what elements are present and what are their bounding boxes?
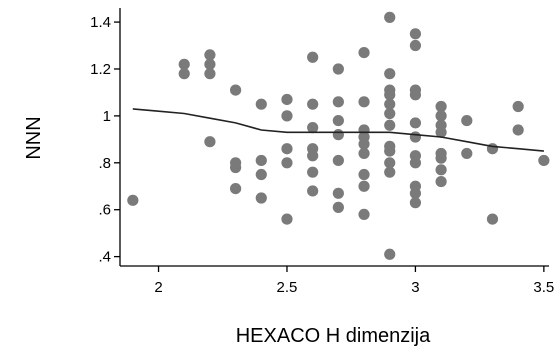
y-tick-label: 1.2 xyxy=(90,61,111,78)
data-point xyxy=(409,197,422,209)
data-point xyxy=(409,187,422,199)
data-point xyxy=(461,147,473,160)
data-point xyxy=(281,110,293,122)
data-point xyxy=(332,63,344,75)
data-point xyxy=(229,183,242,195)
data-point xyxy=(332,129,344,141)
data-point xyxy=(461,114,473,127)
data-point xyxy=(307,166,319,178)
data-point xyxy=(358,168,370,181)
data-point xyxy=(307,122,319,134)
x-tick-label: 3 xyxy=(411,279,419,296)
data-point xyxy=(204,136,216,148)
data-point xyxy=(307,98,319,110)
data-point xyxy=(281,213,293,225)
data-point xyxy=(255,98,267,110)
data-point xyxy=(435,164,447,176)
data-point xyxy=(409,117,422,129)
data-point xyxy=(486,213,499,225)
data-point xyxy=(332,187,344,199)
data-point xyxy=(307,51,319,63)
data-point xyxy=(435,126,447,138)
data-point xyxy=(178,58,190,70)
data-point xyxy=(204,49,216,61)
data-point xyxy=(332,154,344,167)
data-point xyxy=(384,98,396,110)
data-point xyxy=(255,154,267,167)
data-point xyxy=(486,143,499,155)
data-point xyxy=(538,154,550,167)
data-point xyxy=(229,161,242,174)
data-point xyxy=(384,157,396,169)
data-point xyxy=(204,68,216,80)
x-axis-title: HEXACO H dimenzija xyxy=(236,325,431,347)
data-point xyxy=(281,143,293,155)
data-point xyxy=(204,58,216,70)
data-point xyxy=(384,145,396,157)
data-point xyxy=(307,185,319,197)
x-tick-label: 3.5 xyxy=(533,279,554,296)
data-point xyxy=(281,93,293,106)
data-point xyxy=(332,114,344,127)
data-point xyxy=(384,119,396,131)
data-point xyxy=(358,96,370,108)
data-point xyxy=(307,150,319,162)
y-tick-label: 1.4 xyxy=(90,14,111,31)
data-point xyxy=(255,168,267,181)
axes: .4 .6 .8 1 1.2 1.4 2 2.5 3 3.5 xyxy=(90,8,554,296)
plot-marks xyxy=(127,11,550,260)
data-point xyxy=(358,147,370,160)
data-point xyxy=(409,28,422,40)
data-point xyxy=(384,11,396,23)
data-point xyxy=(229,84,242,96)
x-tick-label: 2 xyxy=(154,279,162,296)
y-tick-label: 1 xyxy=(103,108,111,125)
data-point xyxy=(332,96,344,108)
data-point xyxy=(384,68,396,80)
data-point xyxy=(178,68,190,80)
data-point xyxy=(358,208,370,220)
data-point xyxy=(435,175,447,188)
data-point xyxy=(409,131,422,143)
y-tick-label: .4 xyxy=(98,249,111,266)
data-point xyxy=(358,138,370,150)
data-point xyxy=(384,89,396,101)
data-point xyxy=(332,201,344,213)
data-point xyxy=(512,124,524,136)
data-point xyxy=(384,166,396,178)
data-point xyxy=(384,107,396,120)
data-point xyxy=(358,180,370,192)
x-tick-label: 2.5 xyxy=(277,279,298,296)
data-point xyxy=(435,110,447,122)
data-point xyxy=(435,152,447,164)
data-point xyxy=(281,157,293,169)
data-point xyxy=(409,89,422,101)
y-tick-label: .8 xyxy=(98,155,111,172)
data-point xyxy=(435,100,447,113)
data-point xyxy=(512,100,524,113)
y-axis-title: NNN xyxy=(23,116,45,159)
data-point xyxy=(409,39,422,52)
smoothed-fit-line xyxy=(132,108,544,152)
data-point xyxy=(255,192,267,204)
data-point xyxy=(409,157,422,169)
data-point xyxy=(384,248,396,260)
data-point xyxy=(358,46,370,59)
data-point xyxy=(127,194,139,206)
y-tick-label: .6 xyxy=(98,202,111,219)
